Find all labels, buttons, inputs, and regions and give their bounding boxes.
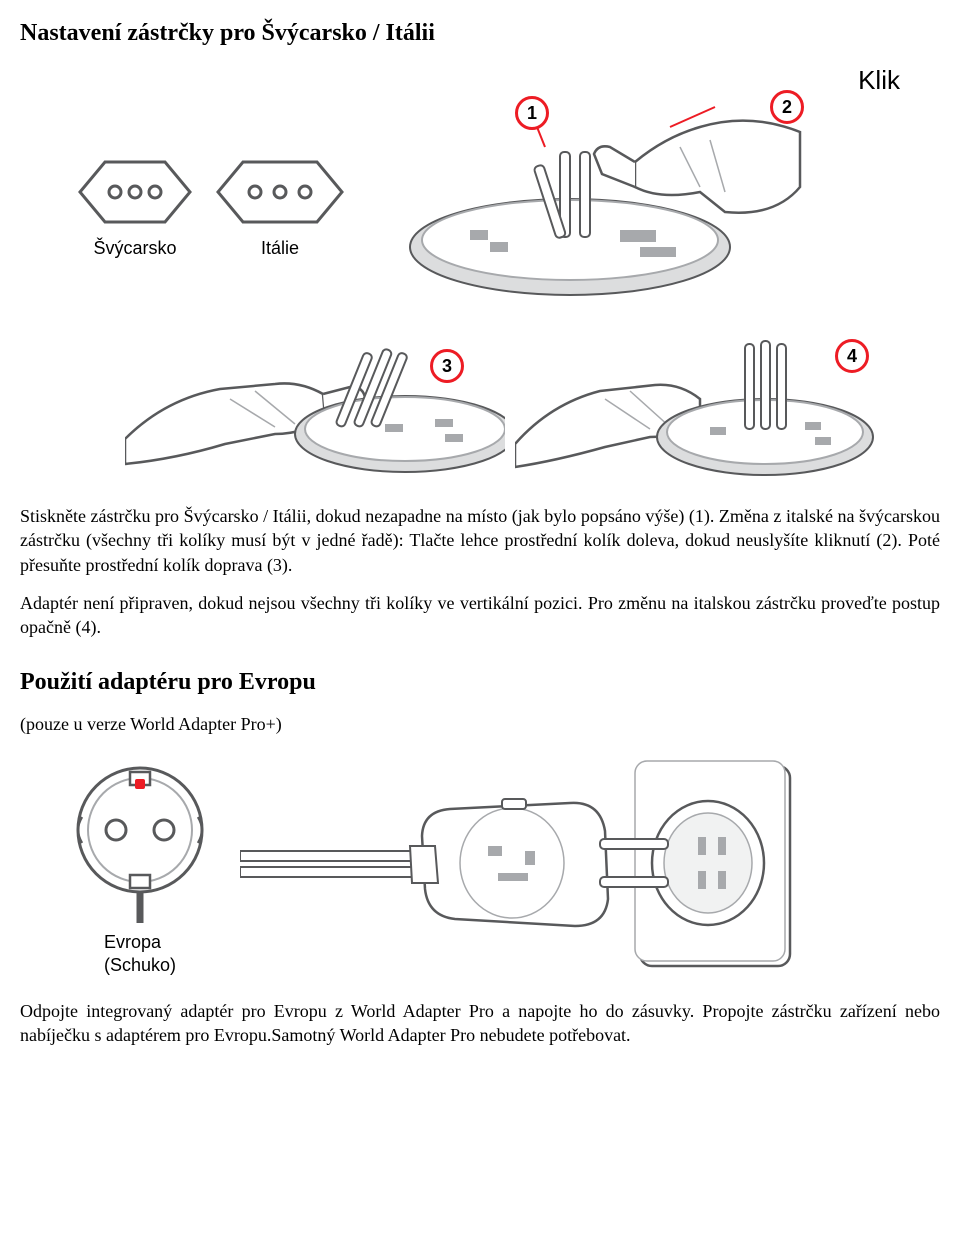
badge-2: 2 [770,90,804,124]
swiss-socket-label: Švýcarsko [93,238,176,259]
figure-swiss-italy: Klik Švýcarsko Itálie [20,65,940,484]
schuko-plug-icon [60,755,220,925]
schuko-label-block: Evropa (Schuko) [104,931,176,976]
badge-3: 3 [430,349,464,383]
section2-title: Použití adaptéru pro Evropu [20,669,940,696]
swiss-socket-icon [70,152,200,232]
section1-paragraph-2: Adaptér není připraven, dokud nejsou vše… [20,591,940,640]
section1-title: Nastavení zástrčky pro Švýcarsko / Itáli… [20,20,940,47]
section2-subtitle: (pouze u verze World Adapter Pro+) [20,712,940,736]
italy-socket-label: Itálie [261,238,299,259]
section2-paragraph-1: Odpojte integrovaný adaptér pro Evropu z… [20,999,940,1048]
step-3-illustration: 3 [125,299,505,484]
figure-schuko: Evropa (Schuko) [60,751,940,981]
section1-paragraph-1: Stiskněte zástrčku pro Švýcarsko / Itáli… [20,504,940,577]
schuko-insert-icon [240,751,800,981]
step-4-illustration: 4 [515,299,875,484]
badge-4: 4 [835,339,869,373]
schuko-label-line2: (Schuko) [104,954,176,977]
schuko-label-line1: Evropa [104,931,176,954]
italy-socket-icon [210,152,350,232]
badge-1: 1 [515,96,549,130]
step-1-2-illustration: 1 2 [380,92,810,307]
